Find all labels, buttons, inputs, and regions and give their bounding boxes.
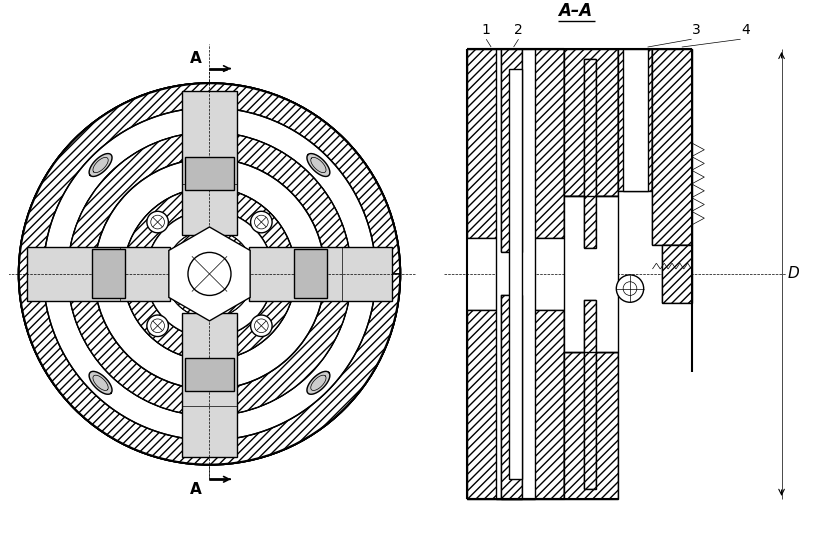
PathPatch shape (43, 108, 375, 440)
Bar (584, 300, 596, 489)
PathPatch shape (68, 132, 351, 416)
Circle shape (19, 83, 400, 465)
Circle shape (151, 319, 165, 333)
Text: 3: 3 (692, 23, 701, 38)
Bar (467, 49, 565, 238)
Circle shape (255, 215, 268, 229)
Bar (565, 196, 619, 352)
PathPatch shape (94, 159, 325, 389)
Text: 4: 4 (741, 23, 750, 38)
Bar (27, 247, 171, 301)
Bar (619, 49, 653, 191)
Circle shape (19, 83, 400, 465)
Bar (653, 49, 692, 244)
Bar (623, 49, 648, 191)
Bar (294, 249, 327, 299)
Text: A: A (190, 482, 202, 497)
Bar (584, 59, 596, 248)
Circle shape (19, 83, 400, 465)
Bar (565, 352, 619, 499)
Bar (501, 295, 522, 499)
Circle shape (151, 215, 165, 229)
Bar (185, 358, 234, 391)
Bar (92, 249, 126, 299)
Text: A–A: A–A (558, 2, 592, 20)
Text: 1: 1 (481, 23, 490, 38)
Bar (182, 91, 237, 235)
Circle shape (147, 211, 168, 233)
Bar (653, 49, 692, 244)
Bar (467, 310, 565, 499)
Polygon shape (89, 154, 112, 176)
Polygon shape (89, 371, 112, 394)
Circle shape (616, 275, 644, 302)
Bar (508, 69, 522, 479)
PathPatch shape (19, 83, 400, 465)
Text: 2: 2 (514, 23, 523, 38)
Text: A: A (190, 50, 202, 65)
Polygon shape (307, 371, 330, 394)
Bar (663, 244, 692, 303)
Circle shape (43, 108, 375, 440)
PathPatch shape (123, 188, 295, 360)
Circle shape (251, 315, 272, 337)
Bar (584, 59, 596, 248)
Bar (467, 310, 565, 499)
Bar (501, 49, 522, 252)
PathPatch shape (166, 230, 254, 318)
Circle shape (251, 211, 272, 233)
Bar (182, 313, 237, 457)
Bar (467, 49, 565, 238)
Circle shape (188, 252, 231, 295)
Circle shape (188, 252, 231, 295)
Polygon shape (307, 154, 330, 176)
Bar (565, 49, 619, 196)
Polygon shape (169, 227, 251, 321)
Bar (565, 49, 619, 196)
Text: D: D (787, 266, 799, 281)
Bar (584, 300, 596, 489)
Bar (249, 247, 392, 301)
Bar (663, 244, 692, 303)
Bar (501, 49, 522, 252)
Bar (565, 352, 619, 499)
Bar (501, 295, 522, 499)
Bar (619, 49, 653, 191)
Circle shape (147, 315, 168, 337)
Circle shape (623, 282, 636, 295)
Bar (185, 157, 234, 190)
PathPatch shape (146, 210, 273, 338)
Bar (496, 49, 535, 499)
Circle shape (255, 319, 268, 333)
